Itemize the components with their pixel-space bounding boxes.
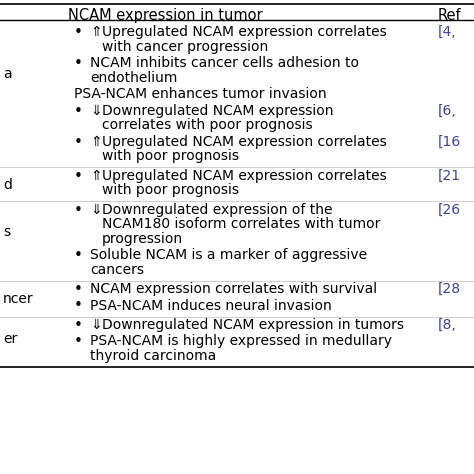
Text: Upregulated NCAM expression correlates: Upregulated NCAM expression correlates bbox=[102, 168, 387, 182]
Text: NCAM180 isoform correlates with tumor: NCAM180 isoform correlates with tumor bbox=[102, 217, 380, 231]
Text: ncer: ncer bbox=[3, 292, 34, 306]
Text: Ref: Ref bbox=[438, 8, 462, 23]
Text: [8,: [8, bbox=[438, 318, 457, 332]
Text: cancers: cancers bbox=[90, 263, 144, 276]
Text: correlates with poor prognosis: correlates with poor prognosis bbox=[102, 118, 313, 132]
Text: endothelium: endothelium bbox=[90, 71, 177, 84]
Text: •: • bbox=[74, 202, 83, 218]
Text: s: s bbox=[3, 226, 10, 239]
Text: •: • bbox=[74, 299, 83, 313]
Text: ⇑: ⇑ bbox=[90, 135, 101, 148]
Text: NCAM inhibits cancer cells adhesion to: NCAM inhibits cancer cells adhesion to bbox=[90, 56, 359, 70]
Text: •: • bbox=[74, 103, 83, 118]
Text: PSA-NCAM induces neural invasion: PSA-NCAM induces neural invasion bbox=[90, 299, 332, 312]
Text: [26: [26 bbox=[438, 202, 461, 217]
Text: •: • bbox=[74, 135, 83, 149]
Text: with poor prognosis: with poor prognosis bbox=[102, 149, 239, 163]
Text: progression: progression bbox=[102, 231, 183, 246]
Text: with poor prognosis: with poor prognosis bbox=[102, 183, 239, 197]
Text: PSA-NCAM is highly expressed in medullary: PSA-NCAM is highly expressed in medullar… bbox=[90, 335, 392, 348]
Text: ⇓: ⇓ bbox=[90, 103, 101, 118]
Text: •: • bbox=[74, 248, 83, 263]
Text: •: • bbox=[74, 168, 83, 183]
Text: a: a bbox=[3, 67, 12, 81]
Text: thyroid carcinoma: thyroid carcinoma bbox=[90, 349, 216, 363]
Text: Downregulated NCAM expression: Downregulated NCAM expression bbox=[102, 103, 334, 118]
Text: NCAM expression in tumor: NCAM expression in tumor bbox=[68, 8, 263, 23]
Text: •: • bbox=[74, 335, 83, 349]
Text: [28: [28 bbox=[438, 282, 461, 296]
Text: NCAM expression correlates with survival: NCAM expression correlates with survival bbox=[90, 282, 377, 296]
Text: PSA-NCAM enhances tumor invasion: PSA-NCAM enhances tumor invasion bbox=[74, 87, 327, 101]
Text: •: • bbox=[74, 25, 83, 40]
Text: •: • bbox=[74, 318, 83, 333]
Text: ⇓: ⇓ bbox=[90, 202, 101, 217]
Text: [16: [16 bbox=[438, 135, 461, 148]
Text: [4,: [4, bbox=[438, 25, 456, 39]
Text: •: • bbox=[74, 56, 83, 71]
Text: •: • bbox=[74, 282, 83, 297]
Text: [21: [21 bbox=[438, 168, 461, 182]
Text: Downregulated expression of the: Downregulated expression of the bbox=[102, 202, 332, 217]
Text: [6,: [6, bbox=[438, 103, 457, 118]
Text: Downregulated NCAM expression in tumors: Downregulated NCAM expression in tumors bbox=[102, 318, 404, 332]
Text: er: er bbox=[3, 332, 17, 346]
Text: ⇓: ⇓ bbox=[90, 318, 101, 332]
Text: Upregulated NCAM expression correlates: Upregulated NCAM expression correlates bbox=[102, 135, 387, 148]
Text: ⇑: ⇑ bbox=[90, 25, 101, 39]
Text: with cancer progression: with cancer progression bbox=[102, 39, 268, 54]
Text: d: d bbox=[3, 178, 12, 192]
Text: ⇑: ⇑ bbox=[90, 168, 101, 182]
Text: Soluble NCAM is a marker of aggressive: Soluble NCAM is a marker of aggressive bbox=[90, 248, 367, 262]
Text: Upregulated NCAM expression correlates: Upregulated NCAM expression correlates bbox=[102, 25, 387, 39]
